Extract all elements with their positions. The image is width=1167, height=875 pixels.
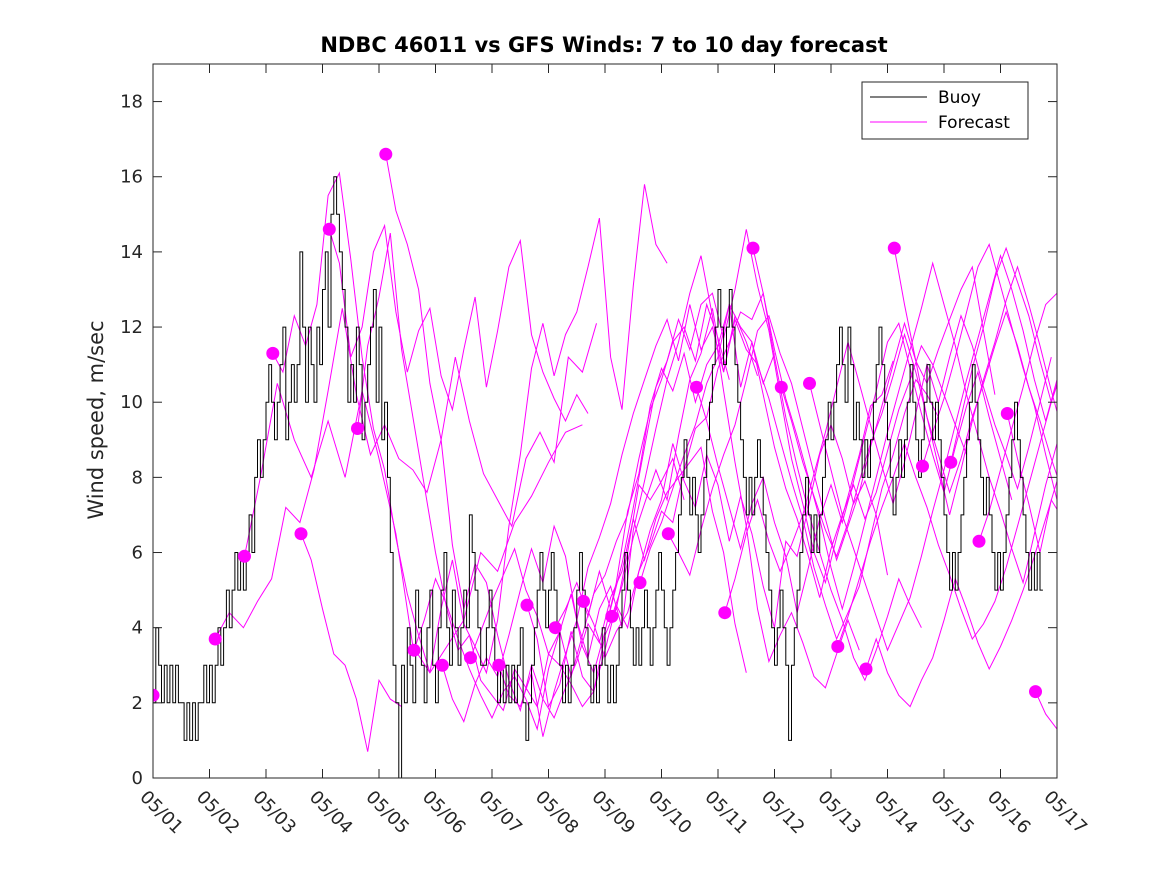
y-tick-label: 14 (120, 242, 143, 263)
forecast-line-25 (922, 243, 1057, 502)
forecast-start-marker-19 (718, 606, 732, 620)
forecast-line-21 (809, 253, 1057, 652)
forecast-start-marker-17 (661, 527, 675, 541)
forecast-line-29 (1035, 691, 1057, 730)
forecast-line-4 (328, 223, 589, 423)
forecast-start-marker-18 (690, 380, 703, 394)
forecast-line-16 (667, 265, 996, 577)
y-tick-label: 12 (120, 317, 143, 338)
legend-buoy-label: Buoy (938, 88, 981, 108)
buoy-line (153, 176, 1043, 778)
forecast-line-26 (950, 246, 1057, 463)
y-tick-label: 0 (132, 768, 143, 789)
forecast-line-18 (724, 314, 1052, 613)
forecast-start-marker-1 (208, 632, 222, 646)
forecast-start-marker-28 (972, 534, 986, 548)
forecast-start-marker-23 (831, 640, 845, 653)
forecast-start-marker-27 (944, 455, 958, 469)
forecast-line-8 (441, 304, 758, 723)
forecast-start-marker-11 (492, 658, 506, 672)
y-tick-label: 8 (132, 467, 143, 488)
forecast-start-marker-30 (1029, 685, 1042, 699)
chart-title: NDBC 46011 vs GFS Winds: 7 to 10 day for… (320, 33, 887, 57)
forecast-line-22 (837, 381, 1057, 647)
forecast-line-14 (611, 308, 939, 641)
forecast-start-marker-9 (435, 658, 449, 672)
forecast-line-0 (214, 308, 597, 640)
forecast-line-13 (583, 291, 922, 682)
forecast-line-27 (978, 292, 1057, 542)
y-tick-label: 10 (120, 392, 143, 413)
forecast-start-marker-0 (153, 688, 160, 702)
forecast-start-marker-29 (1000, 407, 1014, 420)
plot-series-group (153, 147, 1057, 778)
forecast-start-marker-4 (294, 527, 308, 541)
legend-box (861, 81, 1029, 140)
y-tick-label: 16 (120, 167, 143, 188)
forecast-start-marker-6 (351, 422, 364, 435)
forecast-line-3 (300, 533, 402, 752)
forecast-start-marker-25 (887, 241, 901, 255)
y-tick-label: 18 (120, 92, 143, 113)
forecast-start-marker-13 (548, 621, 562, 635)
y-axis-label: Wind speed, m/sec (84, 320, 108, 519)
forecast-start-marker-8 (407, 643, 421, 657)
forecast-line-23 (865, 479, 1057, 708)
forecast-start-marker-14 (577, 594, 590, 608)
forecast-start-marker-20 (746, 241, 760, 255)
forecast-start-marker-5 (322, 222, 336, 236)
forecast-start-marker-16 (633, 576, 647, 590)
forecast-start-marker-24 (859, 662, 873, 676)
forecast-start-marker-2 (238, 549, 251, 563)
forecast-start-marker-7 (379, 147, 393, 161)
y-tick-label: 2 (132, 693, 143, 714)
forecast-start-marker-22 (803, 376, 816, 390)
y-axis-ticks: 0 2 4 6 8 10 12 14 16 18 (120, 92, 1057, 789)
forecast-start-marker-15 (605, 609, 619, 623)
forecast-line-10 (498, 255, 860, 737)
forecast-start-marker-10 (464, 651, 477, 665)
forecast-start-marker-26 (916, 459, 929, 473)
forecast-start-marker-21 (774, 380, 788, 394)
legend: Buoy Forecast (861, 81, 1029, 140)
y-tick-label: 6 (132, 543, 143, 564)
forecast-line-24 (893, 248, 1057, 516)
legend-forecast-label: Forecast (938, 113, 1010, 133)
forecast-line-9 (470, 302, 730, 679)
forecast-start-marker-12 (520, 598, 534, 612)
y-tick-label: 4 (132, 618, 143, 639)
forecast-start-marker-3 (266, 346, 280, 360)
forecast-line-5 (357, 233, 685, 712)
forecast-line-17 (696, 322, 1013, 613)
